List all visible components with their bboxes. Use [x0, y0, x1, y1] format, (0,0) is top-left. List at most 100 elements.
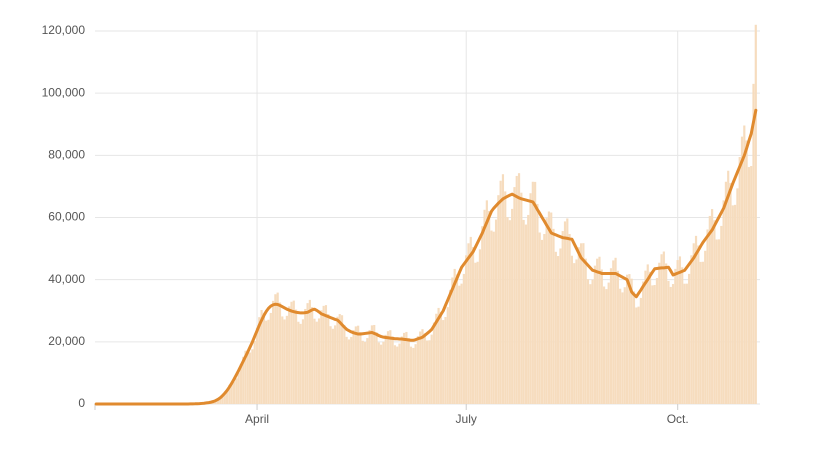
bar	[745, 140, 748, 404]
bar	[380, 344, 383, 404]
bar	[239, 364, 242, 404]
bar	[322, 305, 325, 404]
bar	[347, 339, 351, 404]
bar	[430, 334, 433, 404]
bar	[478, 249, 482, 404]
bar	[338, 314, 341, 404]
bar	[591, 279, 594, 404]
bar	[260, 310, 263, 404]
bar	[223, 392, 226, 404]
bar	[308, 299, 311, 404]
bar	[667, 280, 670, 404]
bar	[681, 267, 684, 404]
bar	[738, 157, 741, 404]
bar	[462, 273, 465, 404]
bar	[412, 347, 415, 404]
bar	[421, 329, 424, 404]
bar	[320, 310, 323, 404]
bar	[655, 277, 659, 404]
bar	[446, 307, 449, 404]
bar	[501, 174, 505, 404]
bar	[559, 248, 562, 404]
bar	[228, 384, 231, 404]
bar	[485, 200, 488, 404]
bar	[536, 203, 539, 404]
bar	[658, 262, 661, 404]
bar	[639, 297, 642, 404]
bar	[451, 277, 454, 404]
bar	[715, 239, 718, 404]
bar	[708, 215, 711, 404]
bar	[290, 301, 293, 404]
bar	[727, 170, 730, 404]
bar	[614, 257, 617, 404]
bar	[283, 319, 286, 404]
bar	[697, 245, 700, 404]
bar	[648, 271, 652, 404]
bar	[584, 258, 587, 404]
bar	[552, 228, 555, 404]
bar	[221, 396, 224, 404]
bar	[607, 282, 610, 404]
bar	[278, 302, 282, 404]
bar	[242, 356, 245, 404]
bar	[589, 284, 592, 404]
bar	[644, 270, 647, 404]
bar	[299, 323, 302, 404]
bar	[752, 83, 755, 404]
bar	[409, 346, 413, 404]
bar	[582, 243, 585, 404]
bar	[628, 274, 631, 404]
bar	[340, 315, 344, 404]
bar	[315, 321, 318, 404]
bar	[317, 318, 321, 404]
bar	[734, 204, 737, 404]
y-tick-label: 100,000	[42, 85, 86, 99]
bar	[593, 265, 596, 404]
bar	[685, 283, 688, 404]
bar	[653, 285, 656, 404]
bar	[269, 312, 272, 404]
bar	[423, 333, 426, 404]
bar	[304, 308, 307, 404]
bar	[453, 268, 456, 404]
bar	[596, 258, 599, 404]
bar	[665, 263, 668, 404]
bar	[598, 256, 601, 404]
y-tick-label: 80,000	[48, 148, 85, 162]
bar	[471, 247, 475, 404]
bar	[301, 319, 305, 404]
bar	[297, 321, 300, 404]
bar	[688, 273, 691, 404]
bar	[540, 239, 544, 404]
bar	[494, 219, 498, 404]
bar	[750, 166, 753, 404]
bar	[439, 311, 442, 404]
bar	[671, 284, 675, 404]
bar	[294, 309, 298, 404]
bar	[747, 167, 750, 404]
bar	[216, 399, 220, 404]
bar	[232, 381, 236, 404]
bar	[515, 175, 518, 404]
bar	[504, 191, 507, 404]
bar	[490, 230, 493, 404]
bar	[694, 235, 698, 404]
bar	[699, 261, 702, 404]
bar	[674, 268, 677, 404]
bar	[563, 221, 567, 404]
bar	[255, 327, 259, 404]
bar	[357, 325, 360, 404]
bar	[428, 340, 431, 404]
bar	[527, 214, 530, 404]
bar	[729, 183, 732, 404]
bar	[416, 336, 419, 404]
bar	[271, 300, 275, 404]
bar	[602, 286, 606, 404]
bar	[637, 306, 640, 404]
bar	[455, 274, 459, 404]
bar	[230, 382, 233, 404]
bar	[660, 254, 663, 404]
bar	[722, 200, 725, 404]
